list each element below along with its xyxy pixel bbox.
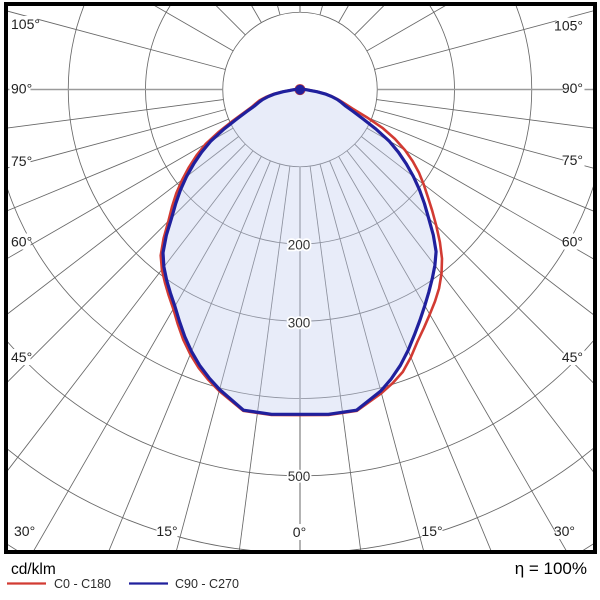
svg-text:cd/klm: cd/klm — [11, 561, 56, 578]
svg-text:0°: 0° — [293, 524, 306, 540]
svg-text:90°: 90° — [562, 80, 583, 96]
svg-text:200: 200 — [288, 237, 311, 252]
svg-text:90°: 90° — [11, 81, 32, 97]
svg-text:C90 - C270: C90 - C270 — [175, 577, 239, 591]
svg-text:300: 300 — [288, 315, 311, 330]
svg-text:C0 - C180: C0 - C180 — [54, 577, 111, 591]
svg-text:60°: 60° — [562, 234, 583, 250]
svg-text:75°: 75° — [11, 153, 32, 169]
svg-text:75°: 75° — [562, 152, 583, 168]
svg-text:15°: 15° — [156, 523, 177, 539]
svg-text:30°: 30° — [14, 523, 35, 539]
svg-text:500: 500 — [288, 469, 311, 484]
svg-text:30°: 30° — [554, 523, 575, 539]
svg-text:105°: 105° — [11, 16, 40, 32]
svg-text:45°: 45° — [562, 349, 583, 365]
svg-text:105°: 105° — [554, 18, 583, 34]
svg-text:60°: 60° — [11, 234, 32, 250]
svg-text:45°: 45° — [11, 349, 32, 365]
svg-text:η = 100%: η = 100% — [515, 559, 587, 578]
svg-text:15°: 15° — [421, 523, 442, 539]
